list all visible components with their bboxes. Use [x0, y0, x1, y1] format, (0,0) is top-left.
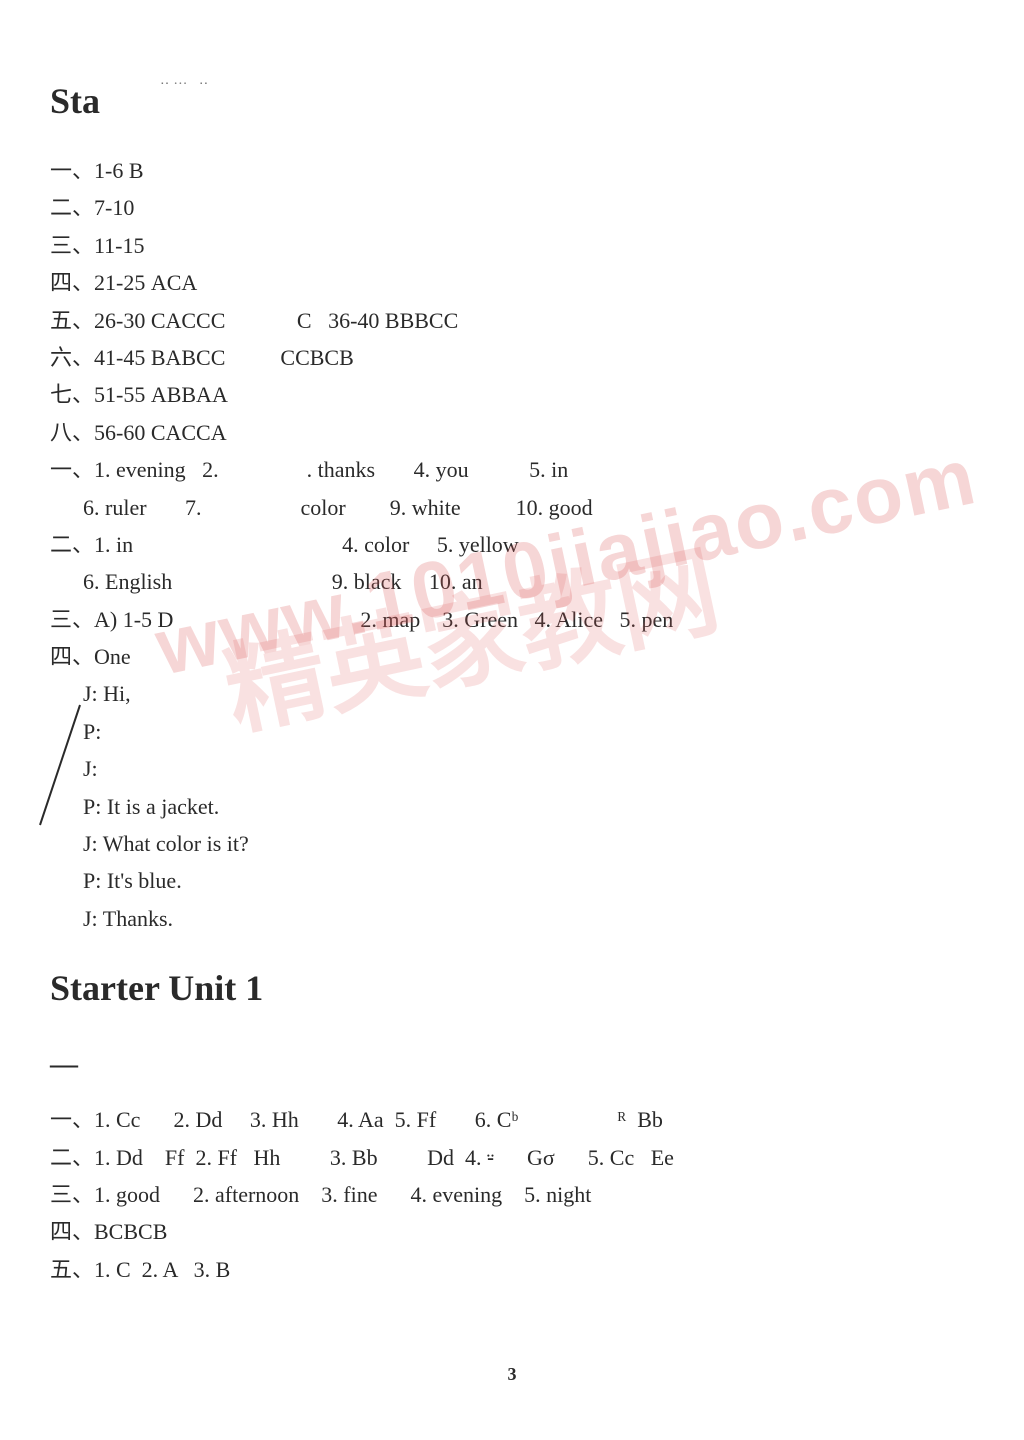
answer-line: 六、41-45 BABCC CCBCB	[50, 339, 974, 376]
dialogue-line: P:	[50, 713, 974, 750]
answer-line: 二、7-10	[50, 189, 974, 226]
answer-line: 三、A) 1-5 D 2. map 3. Green 4. Alice 5. p…	[50, 601, 974, 638]
dialogue-line: J: Hi,	[50, 675, 974, 712]
answer-line: 三、11-15	[50, 227, 974, 264]
answer-line: 四、One	[50, 638, 974, 675]
dialogue-line: J:	[50, 750, 974, 787]
answer-line: 五、1. C 2. A 3. B	[50, 1251, 974, 1288]
hand-drawn-slash-icon	[30, 700, 90, 830]
answer-line: 一、1-6 B	[50, 152, 974, 189]
section-dash: —	[50, 1049, 974, 1081]
answer-line: 四、BCBCB	[50, 1213, 974, 1250]
dialogue-line: J: What color is it?	[50, 825, 974, 862]
section-title-2: Starter Unit 1	[50, 967, 974, 1009]
dialogue-line: P: It is a jacket.	[50, 788, 974, 825]
dialogue-line: P: It's blue.	[50, 862, 974, 899]
answer-line: 6. ruler 7. color 9. white 10. good	[50, 489, 974, 526]
answer-line: 6. English 9. black 10. an	[50, 563, 974, 600]
answer-line: 一、1. Cc 2. Dd 3. Hh 4. Aa 5. Ff 6. Cᵇ ᴿ …	[50, 1101, 974, 1138]
dialogue-line: J: Thanks.	[50, 900, 974, 937]
faint-top-mark: ‥… ‥	[160, 72, 212, 89]
document-page: ‥… ‥ Sta 一、1-6 B 二、7-10 三、11-15 四、21-25 …	[0, 0, 1024, 1440]
answer-line: 三、1. good 2. afternoon 3. fine 4. evenin…	[50, 1176, 974, 1213]
answer-line: 二、1. Dd Ff 2. Ff Hh 3. Bb Dd 4. ⸚ Gσ 5. …	[50, 1139, 974, 1176]
answer-line: 五、26-30 CACCC C 36-40 BBBCC	[50, 302, 974, 339]
answer-line: 八、56-60 CACCA	[50, 414, 974, 451]
answer-line: 二、1. in 4. color 5. yellow	[50, 526, 974, 563]
answer-line: 一、1. evening 2. . thanks 4. you 5. in	[50, 451, 974, 488]
answer-line: 七、51-55 ABBAA	[50, 376, 974, 413]
page-number: 3	[0, 1364, 1024, 1385]
answer-line: 四、21-25 ACA	[50, 264, 974, 301]
